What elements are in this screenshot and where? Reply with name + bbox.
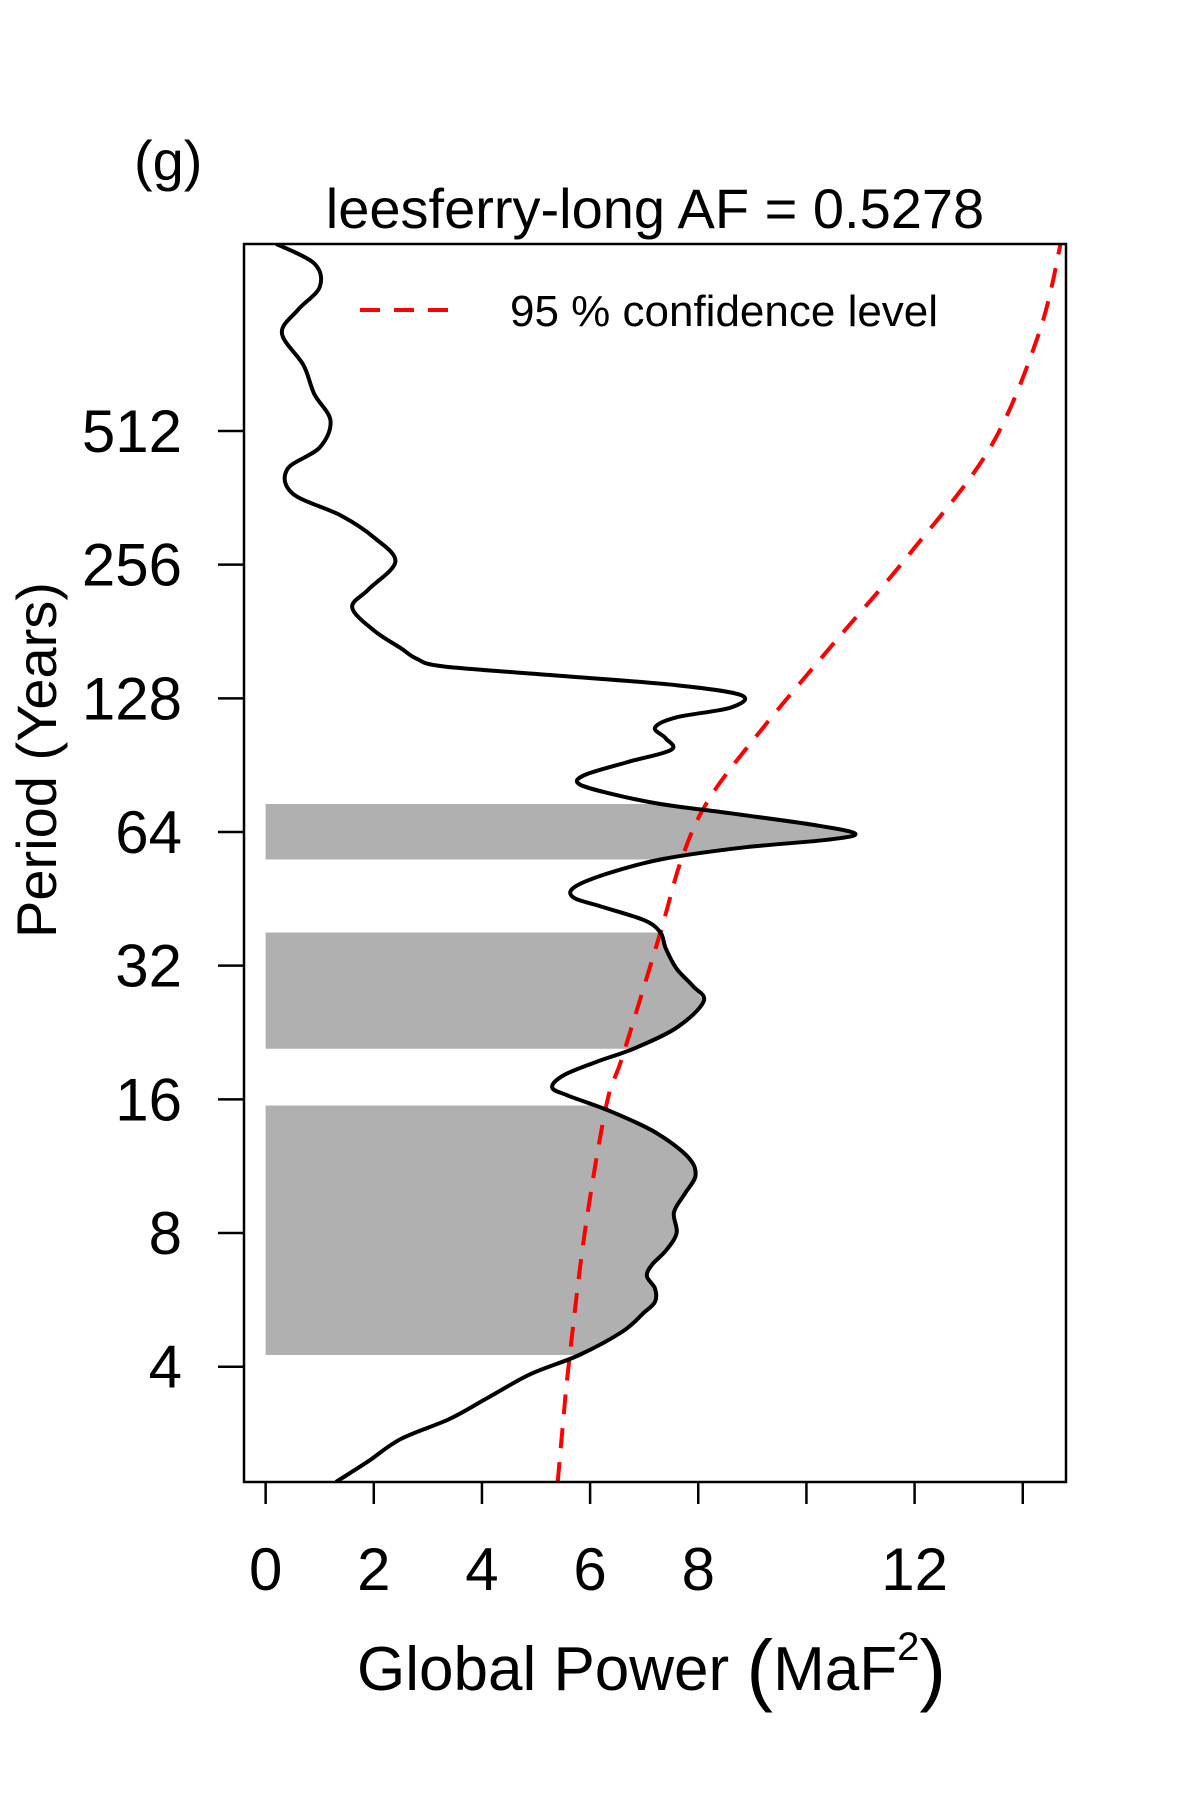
x-tick-label-6: 6: [573, 1536, 606, 1603]
y-tick-label-256: 256: [82, 532, 182, 599]
y-tick-label-512: 512: [82, 398, 182, 465]
y-tick-label-32: 32: [115, 933, 182, 1000]
y-tick-label-64: 64: [115, 799, 182, 866]
x-axis-title-exponent: 2: [897, 1625, 919, 1669]
y-tick-label-128: 128: [82, 665, 182, 732]
x-tick-label-8: 8: [682, 1536, 715, 1603]
x-tick-label-4: 4: [465, 1536, 498, 1603]
x-axis-title: Global Power (MaF2): [357, 1624, 946, 1713]
significant-band-3: [265, 1105, 696, 1355]
panel-label: (g): [134, 129, 202, 192]
confidence-level-line: [555, 244, 1063, 1482]
series-lines: [275, 244, 1063, 1482]
x-tick-label-2: 2: [357, 1536, 390, 1603]
y-axis-title: Period (Years): [5, 582, 68, 938]
y-tick-label-4: 4: [149, 1334, 182, 1401]
significant-band-2: [265, 932, 704, 1049]
x-axis-title-paren-close: ): [919, 1624, 946, 1713]
plot-frame: [242, 242, 1068, 1484]
global-power-spectrum-line: [275, 244, 858, 1482]
y-tick-label-8: 8: [149, 1200, 182, 1267]
chart-title: leesferry-long AF = 0.5278: [326, 177, 984, 240]
significant-band-1: [265, 804, 856, 860]
x-axis-title-paren-open: (: [746, 1624, 773, 1713]
x-tick-label-0: 0: [249, 1536, 282, 1603]
significant-bands: [265, 804, 856, 1355]
x-tick-label-12: 12: [881, 1536, 948, 1603]
legend-label: 95 % confidence level: [510, 287, 938, 336]
x-axis-title-main: Global Power: [357, 1635, 746, 1704]
y-axis: 4 8 16 32 64 128 256 512: [82, 398, 244, 1401]
y-tick-label-16: 16: [115, 1066, 182, 1133]
legend: 95 % confidence level: [360, 287, 938, 336]
x-axis: 0 2 4 6 8 12: [249, 1482, 1024, 1603]
x-axis-title-unit: MaF: [773, 1635, 897, 1704]
